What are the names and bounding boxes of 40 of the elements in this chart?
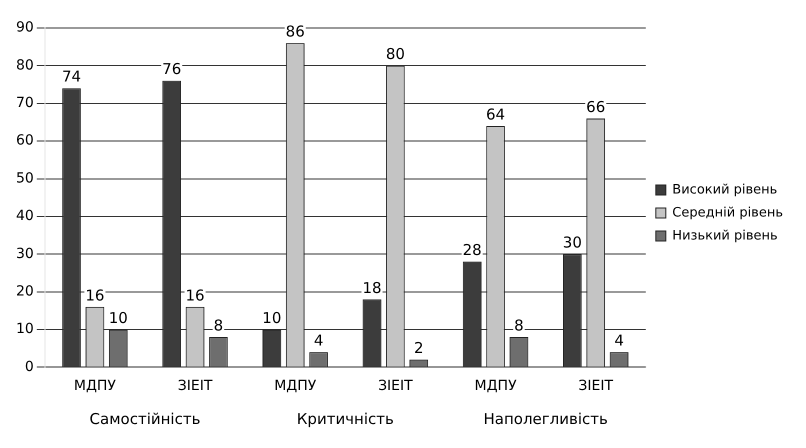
y-tick-label: 50 bbox=[16, 170, 34, 186]
legend-label: Середній рівень bbox=[672, 205, 784, 220]
y-tick-label: 60 bbox=[16, 132, 34, 149]
data-label: 64 bbox=[486, 105, 506, 124]
x-tick-label: МДПУ bbox=[74, 378, 116, 394]
data-label: 10 bbox=[108, 308, 128, 327]
y-tick-label: 0 bbox=[24, 358, 34, 375]
data-label: 66 bbox=[586, 98, 606, 116]
data-label: 4 bbox=[314, 332, 324, 350]
y-tick-label: 80 bbox=[16, 57, 34, 74]
data-label: 74 bbox=[62, 68, 82, 86]
x-tick-label: ЗІЕІТ bbox=[378, 378, 414, 394]
x-tick-label: ЗІЕІТ bbox=[578, 378, 614, 394]
legend-label: Високий рівень bbox=[672, 182, 778, 198]
data-label: 8 bbox=[214, 316, 224, 334]
text: Наполегливість bbox=[483, 410, 608, 428]
legend-label: Низький рівень bbox=[672, 228, 778, 244]
data-label: 10 bbox=[262, 308, 282, 327]
y-tick-label: 30 bbox=[16, 246, 34, 262]
data-label: 8 bbox=[514, 316, 524, 334]
y-tick-label: 70 bbox=[16, 95, 34, 112]
y-tick-label: 90 bbox=[16, 20, 34, 36]
data-label: 86 bbox=[286, 22, 305, 40]
data-label: 16 bbox=[186, 286, 205, 304]
data-label: 4 bbox=[614, 332, 624, 350]
data-label: 80 bbox=[386, 45, 405, 64]
data-label: 2 bbox=[414, 339, 424, 358]
data-label: 28 bbox=[462, 241, 482, 260]
data-label: 18 bbox=[362, 278, 382, 297]
x-tick-label: ЗІЕІТ bbox=[178, 378, 213, 394]
data-label: 76 bbox=[162, 60, 182, 78]
text: Самостійність bbox=[90, 410, 200, 428]
text: Критичність bbox=[296, 410, 394, 428]
y-tick-label: 10 bbox=[16, 321, 34, 338]
data-label: 16 bbox=[85, 286, 104, 304]
x-tick-label: МДПУ bbox=[474, 378, 518, 394]
data-label: 30 bbox=[562, 234, 582, 252]
y-tick-label: 40 bbox=[16, 208, 34, 224]
y-tick-label: 20 bbox=[16, 283, 34, 300]
x-tick-label: МДПУ bbox=[274, 378, 317, 394]
